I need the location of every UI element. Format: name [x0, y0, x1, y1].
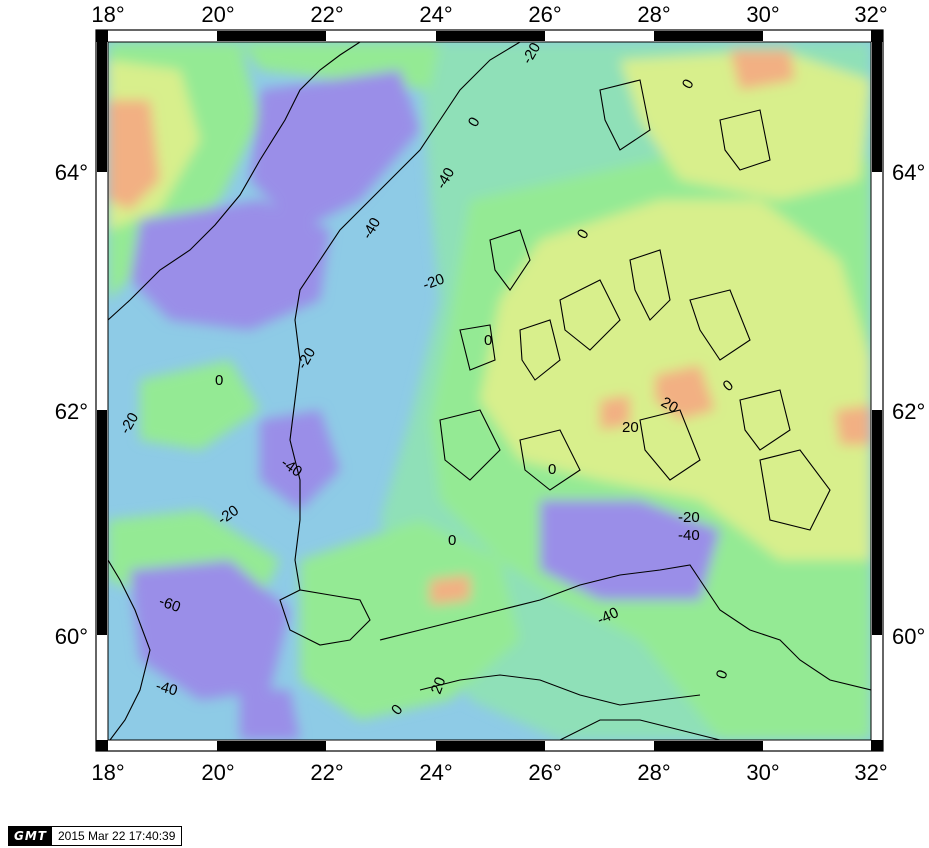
- region-purple-south: [240, 690, 300, 740]
- contour-label: -40: [154, 677, 179, 699]
- contour-label: 0: [215, 372, 223, 389]
- lakes-9: [639, 409, 701, 481]
- frame-top-checker: [96, 30, 883, 42]
- region-orange-ne: [730, 50, 795, 90]
- lon-tick-label: 24°: [419, 2, 452, 27]
- contour-label: -40: [678, 527, 700, 544]
- lat-tick-label: 60°: [55, 624, 88, 649]
- lakes-4: [689, 289, 751, 361]
- coast-aland: [279, 589, 371, 646]
- frame-right-checker: [872, 42, 882, 635]
- coast-gulf-south: [559, 719, 721, 740]
- region-orange-south: [430, 575, 470, 605]
- lon-tick-label: 28°: [637, 760, 670, 785]
- coast-russia: [699, 579, 871, 691]
- lon-tick-label: 20°: [201, 2, 234, 27]
- lakes-8: [519, 429, 581, 491]
- lon-tick-label: 26°: [528, 2, 561, 27]
- lakes-12: [459, 324, 496, 371]
- lon-tick-labels-bottom: 18° 20° 22° 24° 26° 28° 30° 32°: [91, 760, 887, 785]
- contour-label: 0: [484, 332, 492, 349]
- coast-estonia: [419, 674, 701, 706]
- contour-label: 0: [548, 461, 556, 478]
- region-purple-gulf: [250, 70, 420, 230]
- contour-label: 0: [448, 532, 456, 549]
- lakes-10: [739, 389, 791, 451]
- lakes-6: [719, 109, 771, 171]
- region-purple-north: [130, 200, 330, 330]
- coast-sweden-south: [108, 559, 151, 740]
- region-orange-center: [655, 365, 715, 420]
- contour-label: 20: [428, 675, 450, 696]
- region-orange-west: [108, 100, 160, 210]
- lon-tick-label: 18°: [91, 760, 124, 785]
- region-purple-southwest: [130, 560, 290, 700]
- region-orange-east: [835, 405, 871, 445]
- region-green-mid-west: [140, 360, 260, 450]
- region-teal-north: [480, 100, 540, 150]
- contour-label: -60: [157, 593, 183, 616]
- color-field: [108, 42, 871, 740]
- lat-tick-labels-right: 60° 62° 64°: [892, 160, 925, 649]
- contour-label: -20: [421, 270, 447, 293]
- lon-tick-label: 20°: [201, 760, 234, 785]
- lat-tick-label: 62°: [892, 399, 925, 424]
- lon-tick-label: 18°: [91, 2, 124, 27]
- lakes-3: [629, 249, 671, 321]
- region-green-south: [300, 520, 520, 720]
- lat-tick-labels-left: 60° 62° 64°: [55, 160, 88, 649]
- coastlines: [108, 42, 871, 740]
- lon-tick-label: 32°: [854, 760, 887, 785]
- lakes-11: [519, 319, 561, 381]
- lon-tick-labels-top: 18° 20° 22° 24° 26° 28° 30° 32°: [91, 2, 887, 27]
- lat-tick-label: 62°: [55, 399, 88, 424]
- lat-tick-label: 64°: [892, 160, 925, 185]
- coast-finland-west: [289, 42, 521, 591]
- coast-sweden: [108, 42, 361, 321]
- lakes-2: [559, 279, 621, 351]
- contour-label: 20: [658, 394, 681, 417]
- region-purple-center: [260, 410, 340, 510]
- lakes-1: [489, 229, 531, 291]
- timestamp-text: 2015 Mar 22 17:40:39: [51, 827, 182, 845]
- contour-label: -20: [678, 509, 700, 526]
- frame-left-checker: [97, 42, 107, 635]
- map-frame: [95, 29, 884, 752]
- contour-label: 20: [622, 419, 639, 436]
- lon-tick-label: 30°: [746, 2, 779, 27]
- lat-tick-label: 60°: [892, 624, 925, 649]
- lon-tick-label: 30°: [746, 760, 779, 785]
- lakes-7: [439, 409, 501, 481]
- lat-tick-label: 64°: [55, 160, 88, 185]
- region-purple-finland-gulf: [540, 500, 720, 600]
- lon-tick-label: 22°: [310, 2, 343, 27]
- lakes-ladoga: [759, 449, 831, 531]
- frame-bottom-checker: [96, 740, 883, 751]
- lon-tick-label: 24°: [419, 760, 452, 785]
- lon-tick-label: 26°: [528, 760, 561, 785]
- lon-tick-label: 22°: [310, 760, 343, 785]
- lon-tick-label: 28°: [637, 2, 670, 27]
- lon-tick-label: 32°: [854, 2, 887, 27]
- gmt-logo: GMT: [9, 827, 52, 845]
- region-yellow-north: [620, 50, 871, 200]
- coast-finland-south: [379, 564, 701, 641]
- gmt-timestamp: GMT 2015 Mar 22 17:40:39: [8, 826, 183, 846]
- lakes-5: [599, 79, 651, 151]
- region-orange-small: [600, 395, 630, 430]
